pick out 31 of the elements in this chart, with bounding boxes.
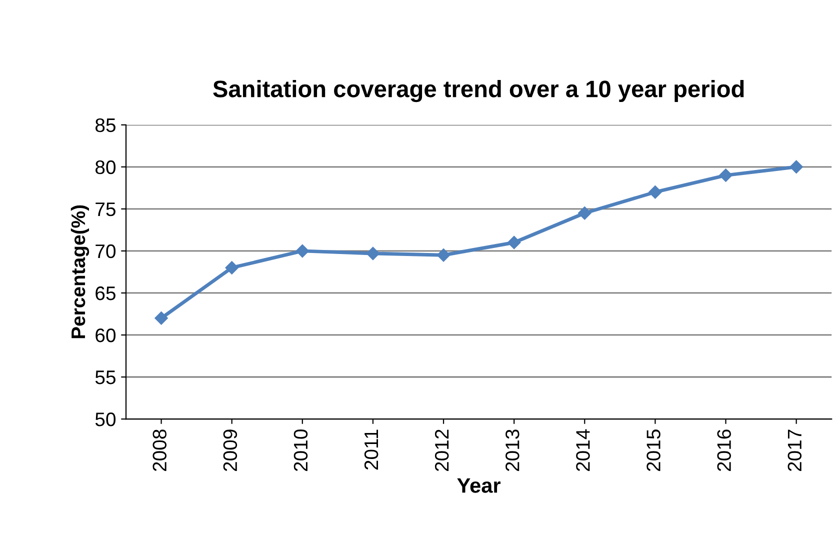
- point: [790, 160, 803, 174]
- y-tick-label: 60: [96, 328, 116, 342]
- point: [154, 312, 168, 325]
- x-axis-title: Year: [457, 478, 500, 493]
- point: [719, 168, 732, 182]
- x-tick-label: 2012: [434, 430, 449, 472]
- y-tick-label: 80: [95, 160, 116, 174]
- y-tick-label: 70: [96, 244, 116, 258]
- x-tick-label: 2014: [576, 429, 590, 472]
- y-axis-title: Percentage(%): [70, 205, 90, 338]
- point: [578, 206, 592, 220]
- y-tick-label: 85: [95, 118, 116, 132]
- x-tick-label: 2010: [294, 430, 308, 472]
- x-tick-label: 2008: [152, 430, 166, 472]
- x-tick-label: 2015: [646, 430, 660, 472]
- x-tick-label: 2016: [717, 430, 731, 472]
- chart-title: Sanitation coverage trend over a 10 year period: [213, 80, 744, 102]
- x-tick-label: 2011: [364, 430, 378, 470]
- point: [366, 246, 380, 260]
- point: [436, 248, 450, 262]
- x-tick-label: 2013: [506, 430, 520, 472]
- y-tick-label: 75: [96, 202, 116, 216]
- y-tick-label: 50: [95, 412, 116, 426]
- y-tick-label: 55: [95, 370, 116, 384]
- point: [296, 244, 309, 258]
- point: [648, 186, 662, 199]
- x-tick-label: 2017: [788, 430, 802, 472]
- y-tick-label: 65: [96, 286, 116, 300]
- x-tick-label: 2009: [223, 430, 238, 472]
- point: [225, 261, 238, 274]
- point: [507, 236, 521, 250]
